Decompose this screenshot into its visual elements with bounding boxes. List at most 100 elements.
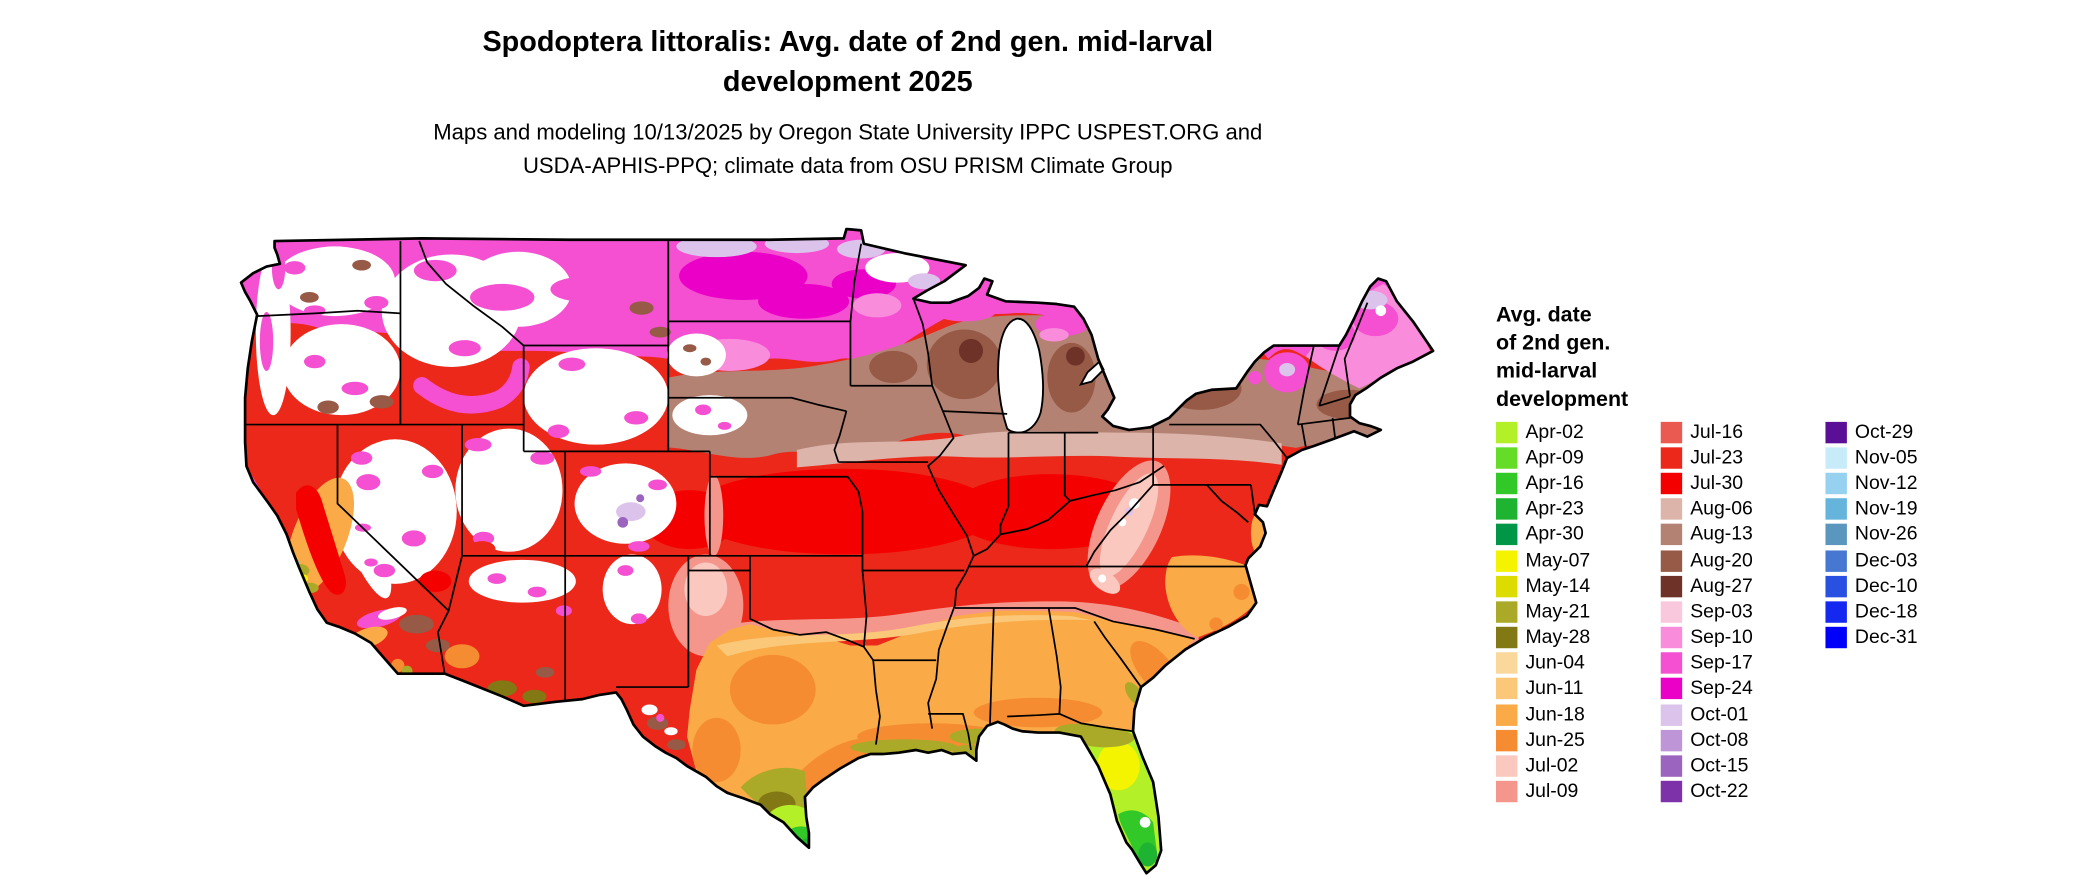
legend-label: Dec-10 [1854, 575, 1918, 597]
legend-item: Apr-30 [1495, 522, 1661, 548]
legend-item: Sep-24 [1660, 676, 1826, 702]
legend-swatch [1495, 781, 1518, 803]
legend-item: May-07 [1495, 548, 1661, 574]
legend-item: Jul-02 [1495, 753, 1661, 779]
legend-item: Aug-20 [1660, 548, 1826, 574]
legend-swatch [1495, 498, 1518, 520]
us-map-image [239, 227, 1435, 875]
legend-swatch [1825, 575, 1847, 597]
legend-item: May-14 [1495, 573, 1661, 599]
legend-label: Aug-27 [1690, 575, 1753, 597]
legend-swatch [1825, 447, 1847, 469]
legend-columns: Apr-02 Apr-09 Apr-16 Apr-23 Apr-30 May-07 May-… [1495, 419, 1973, 805]
legend-item: Sep-17 [1660, 650, 1826, 676]
legend-swatch [1495, 472, 1518, 495]
legend-swatch [1495, 678, 1518, 700]
legend-swatch [1825, 626, 1847, 649]
legend-label: Aug-20 [1690, 549, 1753, 572]
legend-label: Jun-04 [1525, 652, 1585, 675]
legend-label: Jul-09 [1525, 781, 1579, 803]
legend-swatch [1660, 626, 1683, 649]
us-outline [239, 227, 1435, 875]
legend-item: Aug-13 [1660, 522, 1826, 548]
map-title-line1: Spodoptera littoralis: Avg. date of 2nd … [482, 25, 1214, 58]
legend-swatch [1660, 601, 1683, 623]
map-subtitle-line1: Maps and modeling 10/13/2025 by Oregon S… [433, 120, 1263, 145]
state-borders [245, 240, 1369, 751]
legend-label: Sep-24 [1690, 678, 1753, 700]
legend-label: Apr-09 [1525, 447, 1584, 469]
map-subtitle-line2: USDA-APHIS-PPQ; climate data from OSU PR… [522, 154, 1173, 179]
legend-item: Aug-06 [1660, 496, 1826, 522]
legend-item: Jul-09 [1495, 779, 1661, 805]
legend-swatch [1825, 601, 1847, 623]
legend-swatch [1825, 472, 1847, 495]
legend-label: Oct-01 [1690, 704, 1749, 726]
legend-label: Oct-15 [1690, 755, 1749, 777]
legend-label: Nov-19 [1854, 498, 1918, 520]
legend-swatch [1660, 549, 1683, 572]
legend-label: Jul-16 [1690, 421, 1744, 443]
legend-label: Sep-03 [1690, 601, 1753, 623]
legend-item: Dec-18 [1825, 599, 1972, 625]
legend-item: Oct-01 [1660, 702, 1826, 728]
legend-label: Jun-18 [1525, 704, 1585, 726]
legend-label: Jun-25 [1525, 729, 1585, 752]
legend-swatch [1495, 447, 1518, 469]
legend-item: Jun-04 [1495, 650, 1661, 676]
legend-column-1: Apr-02 Apr-09 Apr-16 Apr-23 Apr-30 May-07 May-… [1495, 419, 1661, 805]
legend-label: Apr-16 [1525, 472, 1584, 495]
legend: Avg. date of 2nd gen. mid-larval developmen… [1495, 301, 2099, 803]
legend-item: Apr-23 [1495, 496, 1661, 522]
legend-label: Apr-30 [1525, 524, 1584, 546]
legend-swatch [1660, 678, 1683, 700]
legend-label: Oct-08 [1690, 729, 1749, 752]
legend-item: Nov-12 [1825, 471, 1972, 497]
legend-swatch [1825, 421, 1847, 443]
legend-swatch [1495, 421, 1518, 443]
legend-label: Apr-23 [1525, 498, 1584, 520]
legend-swatch [1660, 421, 1683, 443]
legend-label: Aug-13 [1690, 524, 1753, 546]
legend-item: Apr-02 [1495, 419, 1661, 445]
legend-swatch [1660, 781, 1683, 803]
legend-item: Oct-22 [1660, 779, 1826, 805]
legend-swatch [1660, 524, 1683, 546]
legend-label: Jul-02 [1525, 755, 1579, 777]
legend-swatch [1495, 755, 1518, 777]
legend-swatch [1660, 447, 1683, 469]
legend-label: Jul-23 [1690, 447, 1744, 469]
legend-swatch [1660, 472, 1683, 495]
legend-swatch [1495, 652, 1518, 675]
legend-swatch [1495, 626, 1518, 649]
legend-item: Dec-10 [1825, 573, 1972, 599]
legend-item: Aug-27 [1660, 573, 1826, 599]
chart-header: Spodoptera littoralis: Avg. date of 2nd … [234, 21, 1461, 183]
legend-label: Nov-26 [1854, 524, 1918, 546]
legend-label: May-07 [1525, 549, 1591, 572]
map-title-line2: development 2025 [722, 65, 973, 98]
legend-label: Apr-02 [1525, 421, 1584, 443]
legend-item: Oct-29 [1825, 419, 1972, 445]
legend-label: May-21 [1525, 601, 1591, 623]
legend-swatch [1825, 549, 1847, 572]
legend-item: Dec-03 [1825, 548, 1972, 574]
legend-label: Aug-06 [1690, 498, 1753, 520]
legend-label: Dec-31 [1854, 626, 1918, 649]
legend-item: Oct-08 [1660, 728, 1826, 754]
legend-label: Jul-30 [1690, 472, 1744, 495]
legend-column-2: Jul-16 Jul-23 Jul-30 Aug-06 Aug-13 Aug-20 Aug-… [1660, 419, 1826, 805]
legend-label: May-14 [1525, 575, 1591, 597]
legend-label: Dec-18 [1854, 601, 1918, 623]
legend-swatch [1825, 524, 1847, 546]
legend-swatch [1660, 652, 1683, 675]
legend-swatch [1495, 524, 1518, 546]
legend-item: Nov-05 [1825, 445, 1972, 471]
legend-label: Sep-17 [1690, 652, 1753, 675]
legend-label: Nov-12 [1854, 472, 1918, 495]
legend-item: Jul-23 [1660, 445, 1826, 471]
legend-swatch [1495, 729, 1518, 752]
legend-item: Jun-25 [1495, 728, 1661, 754]
legend-label: Nov-05 [1854, 447, 1918, 469]
